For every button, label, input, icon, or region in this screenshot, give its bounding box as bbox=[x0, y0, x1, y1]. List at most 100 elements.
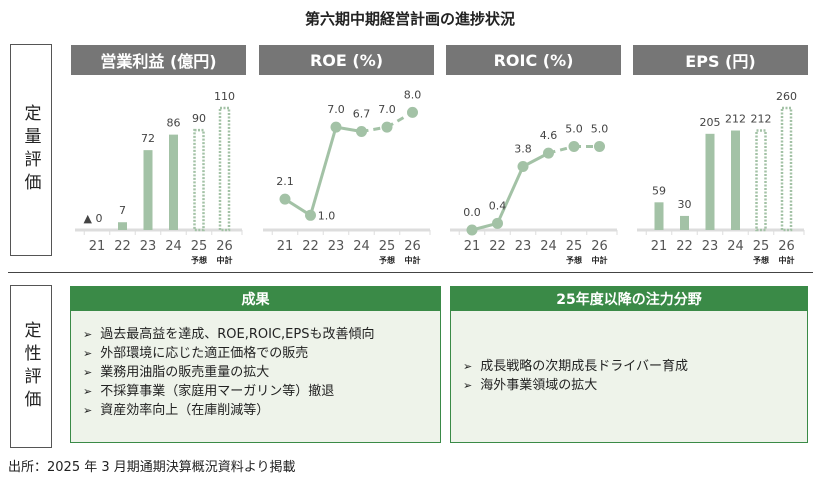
x-tick-label: 22 bbox=[302, 239, 319, 254]
data-label: 110 bbox=[214, 90, 235, 103]
x-tick-label: 23 bbox=[702, 239, 719, 254]
x-tick-label: 24 bbox=[727, 239, 744, 254]
x-sublabel: 予想 bbox=[566, 255, 582, 265]
x-sublabel: 中計 bbox=[779, 255, 795, 265]
x-sublabel: 中計 bbox=[592, 255, 608, 265]
x-tick-label: 23 bbox=[140, 239, 157, 254]
series-line bbox=[496, 165, 525, 224]
data-label: 212 bbox=[751, 113, 772, 126]
data-point bbox=[381, 121, 393, 133]
page-title: 第六期中期経営計画の進捗状況 bbox=[304, 10, 515, 28]
data-label: 1.0 bbox=[318, 209, 336, 222]
x-tick-label: 26 bbox=[404, 239, 421, 254]
data-label: 8.0 bbox=[404, 88, 422, 101]
bar bbox=[680, 215, 689, 230]
data-point bbox=[466, 224, 478, 236]
bar bbox=[705, 133, 715, 230]
bar-forecast bbox=[193, 128, 205, 232]
focus-title: 25年度以降の注力分野 bbox=[451, 287, 807, 311]
x-tick-label: 24 bbox=[540, 239, 557, 254]
series-line bbox=[309, 126, 338, 216]
data-point bbox=[543, 147, 554, 159]
x-sublabel: 中計 bbox=[405, 255, 421, 265]
data-label: 212 bbox=[725, 113, 746, 126]
x-tick-label: 25 bbox=[753, 239, 770, 254]
bar-forecast bbox=[780, 106, 793, 232]
x-sublabel: 予想 bbox=[379, 255, 395, 265]
data-label: 3.8 bbox=[514, 142, 532, 155]
data-point bbox=[492, 217, 503, 229]
bar bbox=[143, 150, 153, 230]
bar bbox=[169, 134, 178, 230]
results-title: 成果 bbox=[71, 287, 440, 311]
x-tick-label: 21 bbox=[89, 239, 106, 254]
data-point bbox=[305, 209, 316, 221]
data-point bbox=[330, 121, 342, 133]
x-tick-label: 25 bbox=[566, 239, 583, 254]
x-tick-label: 22 bbox=[114, 239, 131, 254]
data-label: ▲ 0 bbox=[84, 212, 103, 225]
data-point bbox=[407, 106, 418, 118]
bar bbox=[654, 202, 664, 230]
bar bbox=[731, 130, 740, 230]
x-tick-label: 23 bbox=[328, 239, 345, 254]
data-label: 7.0 bbox=[378, 103, 396, 116]
data-label: 0.0 bbox=[463, 206, 481, 219]
data-label: 0.4 bbox=[489, 199, 507, 212]
divider bbox=[8, 272, 813, 273]
chart-title-operating-profit: 営業利益 (億円) bbox=[71, 45, 246, 75]
data-label: 7 bbox=[119, 204, 126, 217]
data-label: 260 bbox=[776, 90, 797, 103]
chart-title-roic: ROIC (%) bbox=[446, 45, 621, 75]
bar-forecast bbox=[755, 129, 767, 232]
x-tick-label: 24 bbox=[353, 239, 370, 254]
data-label: 86 bbox=[167, 117, 181, 130]
x-tick-label: 22 bbox=[489, 239, 506, 254]
data-label: 30 bbox=[678, 198, 692, 211]
x-tick-label: 26 bbox=[778, 239, 795, 254]
data-point bbox=[594, 140, 605, 152]
x-sublabel: 中計 bbox=[217, 255, 233, 265]
list-item: 成長戦略の次期成長ドライバー育成 bbox=[463, 357, 807, 376]
x-tick-label: 21 bbox=[651, 239, 668, 254]
x-tick-label: 26 bbox=[216, 239, 233, 254]
x-tick-label: 24 bbox=[165, 239, 182, 254]
x-tick-label: 25 bbox=[191, 239, 208, 254]
data-label: 205 bbox=[700, 116, 721, 129]
x-tick-label: 22 bbox=[676, 239, 693, 254]
list-item: 不採算事業（家庭用マーガリン等）撤退 bbox=[83, 382, 440, 401]
qualitative-label: 定性評価 bbox=[10, 285, 52, 448]
data-label: 59 bbox=[652, 184, 666, 197]
x-sublabel: 予想 bbox=[753, 255, 769, 265]
bar-forecast bbox=[218, 106, 231, 232]
chart-title-eps: EPS (円) bbox=[633, 45, 808, 75]
data-point bbox=[568, 140, 580, 152]
x-tick-label: 26 bbox=[591, 239, 608, 254]
data-label: 2.1 bbox=[276, 175, 294, 188]
x-tick-label: 21 bbox=[277, 239, 294, 254]
data-label: 4.6 bbox=[540, 129, 558, 142]
x-sublabel: 予想 bbox=[191, 255, 207, 265]
results-box: 成果 過去最高益を達成、ROE,ROIC,EPSも改善傾向 外部環境に応じた適正… bbox=[70, 286, 441, 443]
data-point bbox=[517, 160, 529, 172]
data-label: 7.0 bbox=[327, 103, 345, 116]
list-item: 業務用油脂の販売重量の拡大 bbox=[83, 363, 440, 382]
x-tick-label: 21 bbox=[464, 239, 481, 254]
list-item: 外部環境に応じた適正価格での販売 bbox=[83, 344, 440, 363]
x-tick-label: 23 bbox=[515, 239, 532, 254]
data-label: 90 bbox=[192, 112, 206, 125]
list-item: 過去最高益を達成、ROE,ROIC,EPSも改善傾向 bbox=[83, 325, 440, 344]
bar bbox=[118, 222, 127, 230]
data-label: 6.7 bbox=[353, 108, 371, 121]
data-label: 72 bbox=[141, 132, 155, 145]
list-item: 資産効率向上（在庫削減等） bbox=[83, 401, 440, 420]
focus-box: 25年度以降の注力分野 成長戦略の次期成長ドライバー育成 海外事業領域の拡大 bbox=[450, 286, 808, 443]
source-note: 出所：2025 年 3 月期通期決算概況資料より掲載 bbox=[8, 460, 296, 475]
data-label: 5.0 bbox=[591, 122, 609, 135]
data-point bbox=[279, 193, 291, 205]
data-point bbox=[356, 126, 367, 138]
data-label: 5.0 bbox=[565, 122, 583, 135]
